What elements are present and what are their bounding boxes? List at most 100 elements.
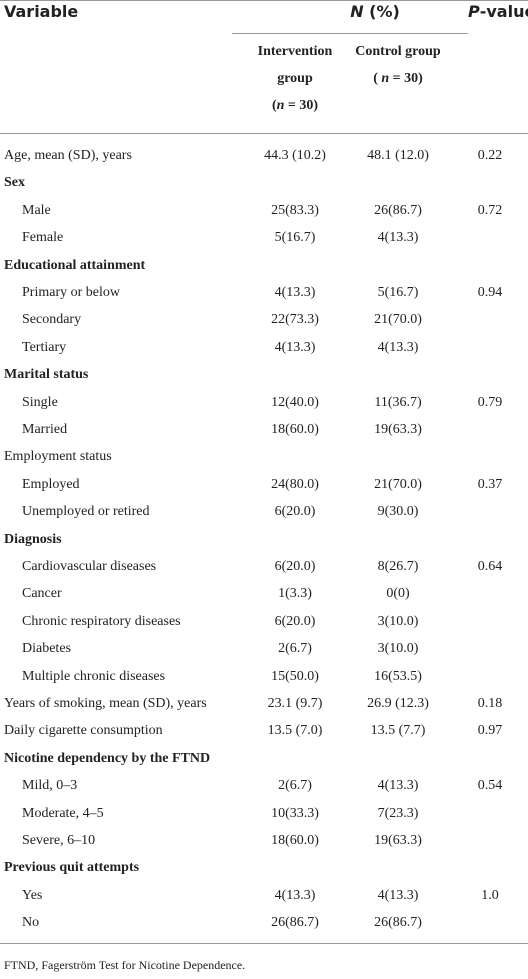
intervention-cell: 13.5 (7.0) <box>267 723 323 739</box>
row-label: Employment status <box>4 449 112 465</box>
control-cell: 11(36.7) <box>374 394 422 410</box>
row-label: Married <box>22 422 68 437</box>
row-label: Diabetes <box>22 641 71 657</box>
intervention-cell: 10(33.3) <box>271 805 319 821</box>
control-cell: 7(23.3) <box>377 805 419 821</box>
pvalue-cell: 0.54 <box>477 778 503 794</box>
pvalue-cell: 1.0 <box>481 887 499 903</box>
control-cell: 5(16.7) <box>377 285 419 300</box>
header-variable: Variable <box>4 2 79 21</box>
row-label: Female <box>22 230 64 246</box>
pvalue-cell: 0.37 <box>477 476 503 492</box>
control-cell: 9(30.0) <box>377 504 419 520</box>
n-var: n <box>381 71 390 86</box>
pvalue-cell: 0.64 <box>477 559 503 574</box>
row-label: Primary or below <box>22 285 120 300</box>
row-label: Single <box>22 394 58 410</box>
control-n: ( n = 30) <box>340 65 456 92</box>
group-rule <box>232 33 468 34</box>
control-cell: 4(13.3) <box>377 887 419 903</box>
control-cell: 4(13.3) <box>377 778 419 794</box>
intervention-cell: 5(16.7) <box>274 230 316 246</box>
row-label: Unemployed or retired <box>22 504 150 520</box>
n-var: n <box>276 98 285 113</box>
n-open: ( <box>373 71 382 86</box>
intervention-cell: 23.1 (9.7) <box>267 696 323 711</box>
row-label: No <box>22 915 40 931</box>
section-label: Diagnosis <box>4 531 62 547</box>
intervention-cell: 25(83.3) <box>271 202 319 218</box>
intervention-n: (n = 30) <box>240 92 350 119</box>
control-cell: 13.5 (7.7) <box>370 723 426 739</box>
intervention-line2: group <box>277 71 313 86</box>
header-pvalue-rest: -value <box>479 2 528 21</box>
top-rule <box>0 0 528 1</box>
row-label: Cancer <box>22 586 62 602</box>
footnote: FTND, Fagerström Test for Nicotine Depen… <box>4 958 246 972</box>
intervention-cell: 2(6.7) <box>278 641 312 657</box>
intervention-cell: 24(80.0) <box>271 476 319 492</box>
pvalue-cell: 0.22 <box>477 148 503 163</box>
control-cell: 19(63.3) <box>374 422 422 437</box>
pvalue-cell: 0.79 <box>477 394 503 410</box>
pvalue-cell: 0.18 <box>477 696 503 711</box>
row-label: Cardiovascular diseases <box>22 559 157 574</box>
header-pvalue: P-value <box>468 2 528 21</box>
intervention-cell: 6(20.0) <box>274 504 316 520</box>
pvalue-cell: 0.94 <box>477 285 503 300</box>
section-label: Marital status <box>4 367 89 383</box>
intervention-line1: Intervention <box>257 44 333 59</box>
control-cell: 26.9 (12.3) <box>367 696 429 711</box>
control-cell: 26(86.7) <box>374 915 422 931</box>
n-rest: = 30) <box>284 98 319 113</box>
row-label: Employed <box>22 476 80 492</box>
pvalue-cell: 0.72 <box>477 202 503 218</box>
control-cell: 48.1 (12.0) <box>367 148 429 163</box>
row-label: Age, mean (SD), years <box>4 148 132 163</box>
intervention-cell: 26(86.7) <box>271 915 319 931</box>
control-cell: 26(86.7) <box>374 202 422 218</box>
header-group-rest: (%) <box>363 2 400 21</box>
row-label: Mild, 0–3 <box>22 778 78 794</box>
section-label: Educational attainment <box>4 257 146 273</box>
header-group-italic: N <box>350 2 364 21</box>
header-pvalue-italic: P <box>468 2 480 21</box>
bottom-rule <box>0 943 528 944</box>
intervention-cell: 18(60.0) <box>271 422 319 437</box>
row-label: Yes <box>22 887 43 903</box>
intervention-cell: 12(40.0) <box>271 394 319 410</box>
intervention-cell: 15(50.0) <box>271 668 319 684</box>
intervention-cell: 6(20.0) <box>274 559 316 574</box>
intervention-header: Intervention group (n = 30) <box>240 38 350 119</box>
intervention-cell: 4(13.3) <box>274 887 316 903</box>
header-rule <box>0 133 528 134</box>
control-header: Control group ( n = 30) <box>340 38 456 92</box>
intervention-cell: 22(73.3) <box>271 312 319 328</box>
control-cell: 4(13.3) <box>377 339 419 355</box>
row-label: Chronic respiratory diseases <box>22 613 181 629</box>
intervention-cell: 18(60.0) <box>271 833 319 848</box>
row-label: Years of smoking, mean (SD), years <box>4 696 207 711</box>
section-label: Nicotine dependency by the FTND <box>4 750 211 766</box>
intervention-cell: 2(6.7) <box>278 778 312 794</box>
control-cell: 4(13.3) <box>377 230 419 246</box>
row-label: Moderate, 4–5 <box>22 805 104 821</box>
intervention-cell: 44.3 (10.2) <box>264 148 326 163</box>
intervention-cell: 1(3.3) <box>278 586 312 602</box>
row-label: Tertiary <box>22 339 67 355</box>
section-label: Sex <box>4 175 25 191</box>
control-cell: 8(26.7) <box>377 559 419 574</box>
row-label: Multiple chronic diseases <box>22 668 166 684</box>
control-cell: 3(10.0) <box>377 641 419 657</box>
row-label: Secondary <box>22 312 82 328</box>
row-label: Daily cigarette consumption <box>4 723 163 739</box>
control-cell: 19(63.3) <box>374 833 422 848</box>
intervention-cell: 6(20.0) <box>274 613 316 629</box>
control-cell: 3(10.0) <box>377 613 419 629</box>
control-cell: 21(70.0) <box>374 476 422 492</box>
control-cell: 21(70.0) <box>374 312 422 328</box>
control-line1: Control group <box>355 44 441 59</box>
intervention-cell: 4(13.3) <box>274 339 316 355</box>
intervention-cell: 4(13.3) <box>274 285 316 300</box>
